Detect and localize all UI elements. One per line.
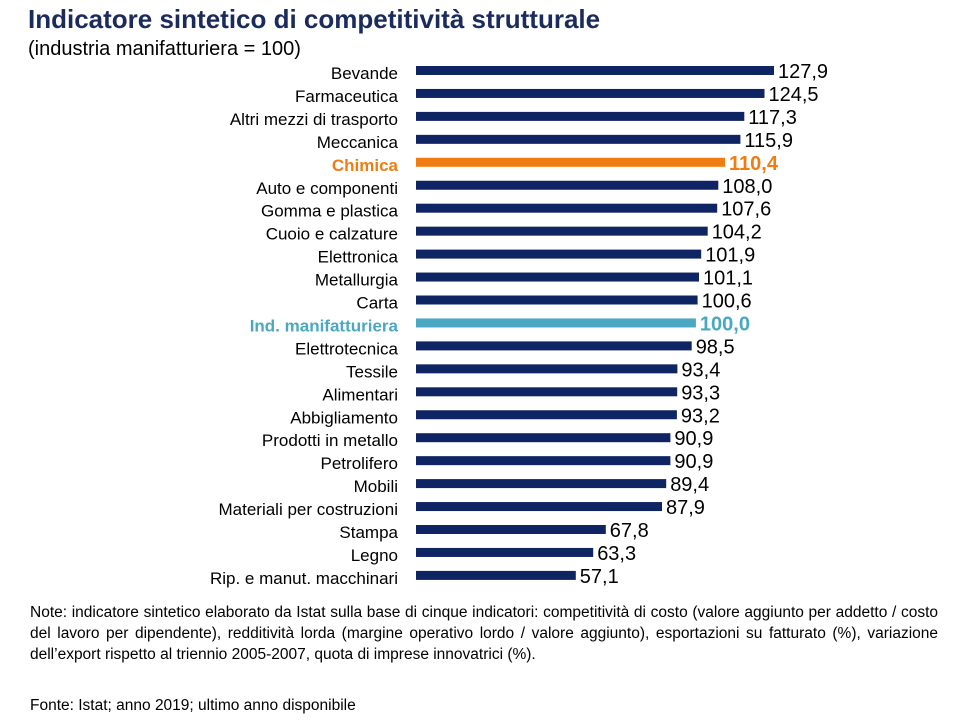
value-label-chimica: 110,4 (729, 153, 779, 175)
bar-auto-e-componenti (416, 180, 719, 190)
category-label-abbigliamento: Abbigliamento (290, 408, 398, 427)
value-label-metallurgia: 101,1 (703, 268, 753, 290)
category-labels: Bevande Farmaceutica Altri mezzi di traspo… (210, 64, 399, 588)
category-label-metallurgia: Metallurgia (315, 271, 399, 290)
bar-meccanica (416, 134, 741, 144)
bar-materiali-per-costruzioni (416, 502, 662, 512)
bar-cuoio-e-calzature (416, 226, 708, 236)
category-label-carta: Carta (356, 294, 398, 313)
bar-rip-e-manut-macchinari (416, 570, 576, 580)
category-label-petrolifero: Petrolifero (321, 454, 398, 473)
category-label-tessile: Tessile (346, 362, 398, 381)
chart-title: Indicatore sintetico di competitività st… (28, 4, 601, 34)
bar-legno (416, 547, 594, 557)
value-label-prodotti-in-metallo: 90,9 (674, 428, 713, 450)
source-note: Fonte: Istat; anno 2019; ultimo anno dis… (30, 697, 356, 714)
category-label-meccanica: Meccanica (317, 133, 399, 152)
value-label-rip-e-manut-macchinari: 57,1 (580, 566, 619, 588)
value-label-tessile: 93,4 (681, 359, 720, 381)
category-label-auto-e-componenti: Auto e componenti (256, 179, 398, 198)
bar-ind-manifatturiera (416, 318, 696, 328)
bar-elettronica (416, 249, 702, 259)
footnote: Note: indicatore sintetico elaborato da … (30, 604, 938, 663)
bar-farmaceutica (416, 88, 765, 98)
bar-mobili (416, 479, 667, 489)
value-label-legno: 63,3 (597, 543, 636, 565)
bar-prodotti-in-metallo (416, 433, 671, 443)
bar-elettrotecnica (416, 341, 692, 351)
category-label-rip-e-manut-macchinari: Rip. e manut. macchinari (210, 569, 398, 588)
bar-gomma-e-plastica (416, 203, 718, 213)
category-label-elettronica: Elettronica (318, 248, 399, 267)
value-label-materiali-per-costruzioni: 87,9 (666, 497, 705, 519)
category-label-materiali-per-costruzioni: Materiali per costruzioni (218, 500, 398, 519)
category-label-gomma-e-plastica: Gomma e plastica (261, 202, 399, 221)
category-label-cuoio-e-calzature: Cuoio e calzature (266, 225, 398, 244)
category-label-farmaceutica: Farmaceutica (295, 87, 399, 106)
category-label-stampa: Stampa (339, 523, 398, 542)
value-label-altri-mezzi-di-trasporto: 117,3 (748, 107, 797, 129)
value-label-bevande: 127,9 (778, 61, 828, 83)
value-labels: 127,9124,5117,3115,9110,4108,0107,6104,2… (580, 61, 828, 588)
value-label-carta: 100,6 (702, 291, 752, 313)
bar-petrolifero (416, 456, 671, 466)
value-label-auto-e-componenti: 108,0 (722, 176, 772, 198)
category-label-prodotti-in-metallo: Prodotti in metallo (262, 431, 398, 450)
category-label-bevande: Bevande (331, 64, 398, 83)
bar-abbigliamento (416, 410, 677, 420)
value-label-gomma-e-plastica: 107,6 (721, 199, 771, 221)
category-label-elettrotecnica: Elettrotecnica (295, 339, 399, 358)
bar-chimica (416, 157, 725, 167)
bar-altri-mezzi-di-trasporto (416, 111, 745, 121)
bars (416, 66, 774, 580)
value-label-farmaceutica: 124,5 (769, 84, 819, 106)
bar-tessile (416, 364, 678, 374)
chart-subtitle: (industria manifatturiera = 100) (28, 38, 301, 60)
category-label-ind-manifatturiera: Ind. manifatturiera (250, 316, 399, 335)
value-label-elettrotecnica: 98,5 (696, 336, 735, 358)
bar-chart: Bevande Farmaceutica Altri mezzi di traspo… (210, 61, 828, 588)
bar-alimentari (416, 387, 678, 397)
category-label-legno: Legno (351, 546, 398, 565)
bar-bevande (416, 66, 774, 75)
value-label-mobili: 89,4 (670, 474, 709, 496)
value-label-petrolifero: 90,9 (674, 451, 713, 473)
category-label-alimentari: Alimentari (322, 385, 398, 404)
bar-stampa (416, 525, 606, 534)
bar-metallurgia (416, 272, 699, 282)
category-label-altri-mezzi-di-trasporto: Altri mezzi di trasporto (230, 110, 398, 129)
value-label-ind-manifatturiera: 100,0 (700, 313, 750, 335)
category-label-chimica: Chimica (332, 156, 399, 175)
value-label-elettronica: 101,9 (705, 245, 755, 267)
category-label-mobili: Mobili (354, 477, 398, 496)
bar-carta (416, 295, 698, 305)
value-label-stampa: 67,8 (610, 520, 649, 542)
value-label-meccanica: 115,9 (744, 130, 793, 152)
value-label-alimentari: 93,3 (681, 382, 720, 404)
value-label-abbigliamento: 93,2 (681, 405, 720, 427)
value-label-cuoio-e-calzature: 104,2 (712, 222, 762, 244)
